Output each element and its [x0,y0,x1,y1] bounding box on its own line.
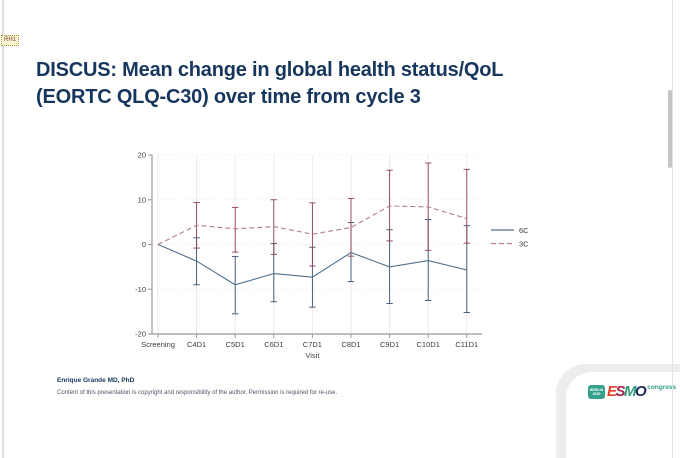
esmo-congress-label: congress [647,384,677,391]
qol-chart: -20 -10 0 10 20 Screening C4D1 C5D1 C6D1 C7D1 C8D1… [105,146,553,370]
svg-text:-20: -20 [135,330,146,339]
esmo-year-badge: BERLIN 2025 [588,385,605,399]
page-left-border [2,0,4,458]
esmo-badge-city: BERLIN [589,387,604,392]
page-title-line1: DISCUS: Mean change in global health sta… [36,59,504,81]
svg-text:C9D1: C9D1 [380,340,399,349]
scrollbar-thumb[interactable] [668,90,672,168]
footer-copyright: Content of this presentation is copyrigh… [57,390,338,396]
esmo-badge-year: 2025 [592,392,601,396]
esmo-letter-e: E [607,383,617,400]
svg-text:10: 10 [138,195,146,204]
esmo-letter-s: S [615,383,626,400]
qol-chart-svg: -20 -10 0 10 20 Screening C4D1 C5D1 C6D1 C7D1 C8D1… [135,151,529,360]
svg-text:C5D1: C5D1 [226,340,245,349]
esmo-wordmark: ESMO [607,383,647,401]
logo-card [566,372,680,458]
svg-text:C11D1: C11D1 [455,340,478,349]
footer-author: Enrique Grande MD, PhD [57,377,135,384]
scrollbar-track[interactable] [672,0,673,458]
svg-text:C7D1: C7D1 [303,340,322,349]
esmo-logo: BERLIN 2025 ESMO congress [588,383,676,401]
esmo-letter-o: O [635,383,647,400]
svg-text:Visit: Visit [305,351,320,360]
page-title-line2: (EORTC QLQ-C30) over time from cycle 3 [36,86,421,108]
svg-text:6C: 6C [519,226,529,235]
svg-text:0: 0 [142,240,146,249]
svg-text:Screening: Screening [141,340,175,349]
svg-text:C8D1: C8D1 [341,340,360,349]
esmo-letter-m: M [624,383,637,400]
comment-tag[interactable]: RH1 [1,35,20,46]
page-title: DISCUS: Mean change in global health sta… [36,57,636,111]
svg-text:C6D1: C6D1 [264,340,283,349]
svg-text:20: 20 [138,151,146,160]
svg-text:3C: 3C [519,239,529,248]
svg-text:C4D1: C4D1 [187,340,206,349]
svg-text:C10D1: C10D1 [417,340,440,349]
svg-text:-10: -10 [135,285,146,294]
